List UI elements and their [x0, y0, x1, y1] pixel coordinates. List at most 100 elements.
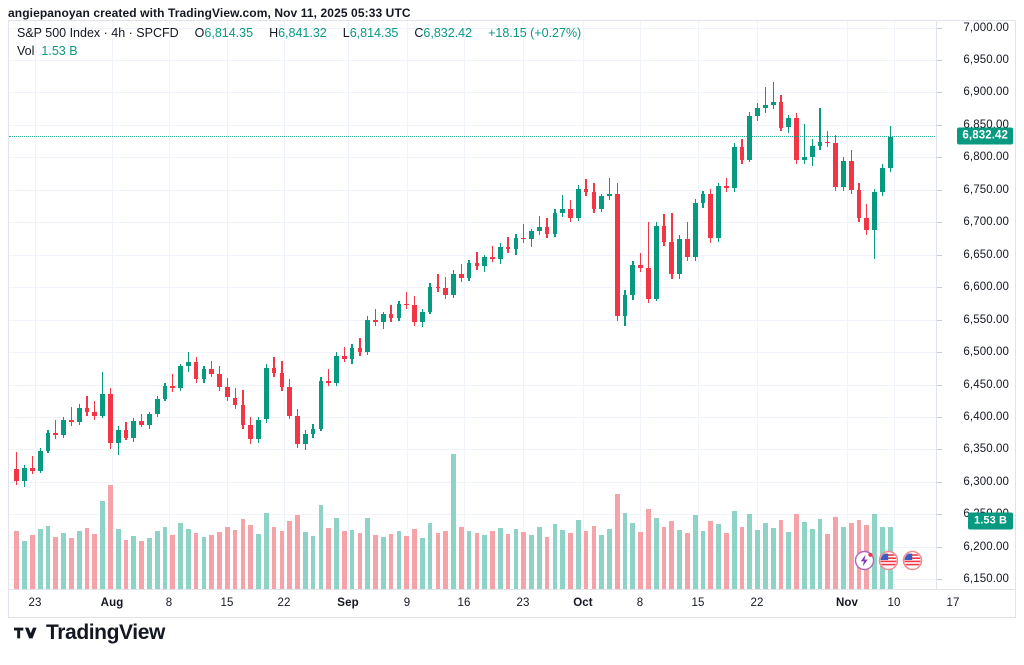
price-axis-tick	[937, 254, 942, 256]
volume-bar	[380, 536, 386, 589]
candle-body	[22, 467, 27, 481]
candle-body	[880, 167, 885, 193]
legend-symbol-title[interactable]: S&P 500 Index · 4h · SPCFD	[17, 26, 179, 40]
tradingview-logo-icon	[14, 625, 38, 641]
volume-bar	[692, 515, 698, 589]
volume-bar	[770, 528, 776, 589]
candle-body	[271, 367, 277, 373]
grid-line-h	[9, 157, 937, 159]
price-axis-tick	[937, 546, 942, 548]
volume-bar	[209, 534, 215, 589]
price-axis-label: 6,650.00	[963, 248, 1009, 261]
candle-body	[536, 227, 542, 232]
candle-body	[739, 146, 745, 160]
candle-wick	[803, 123, 806, 164]
candle-body	[45, 432, 51, 451]
volume-bar	[240, 519, 246, 589]
candle-body	[123, 430, 129, 438]
volume-bar	[193, 532, 199, 589]
price-scale[interactable]: 7,000.00 6,950.00 6,900.00 6,850.00 6,800.00…	[936, 21, 1015, 589]
volume-bar	[825, 533, 831, 589]
time-axis-label: Nov	[835, 597, 859, 609]
volume-bar	[700, 530, 706, 589]
grid-line-v	[284, 21, 285, 589]
volume-bar	[139, 540, 144, 589]
candle-body	[505, 246, 511, 250]
volume-bar	[724, 533, 729, 589]
volume-bar	[147, 537, 152, 589]
candle-body	[185, 362, 191, 367]
candle-wick	[328, 368, 330, 386]
volume-bar	[271, 526, 277, 589]
candle-body	[373, 319, 378, 323]
grid-line-v	[640, 21, 641, 589]
candle-body	[848, 161, 854, 190]
candle-body	[209, 368, 215, 375]
grid-line-v	[227, 21, 228, 589]
time-scale[interactable]: 23 Aug 8 15 22 Sep 9 16 23 Oct 8 15 22 Nov 10 17	[8, 590, 1016, 618]
price-axis-tick	[937, 417, 942, 418]
candle-wick	[585, 179, 587, 197]
candle-body	[178, 366, 183, 389]
legend-volume-label[interactable]: Vol	[17, 44, 35, 58]
chart-plot-area[interactable]	[9, 21, 937, 589]
candle-body	[240, 405, 246, 425]
candle-body	[825, 141, 831, 144]
candle-body	[287, 387, 293, 416]
grid-line-v	[757, 21, 758, 589]
candle-body	[466, 262, 472, 279]
candle-body	[100, 393, 105, 416]
us-flag-icon-1[interactable]	[878, 550, 899, 571]
volume-bar	[92, 533, 98, 589]
candle-body	[778, 101, 784, 128]
volume-bar	[716, 524, 721, 589]
volume-series	[9, 21, 937, 589]
price-axis-label: 6,700.00	[963, 216, 1009, 229]
volume-bar	[739, 527, 745, 589]
candle-body	[583, 188, 589, 193]
candle-body	[232, 397, 238, 406]
legend-high-value: 6,841.32	[278, 26, 327, 40]
candle-body	[763, 105, 768, 108]
volume-bar	[482, 534, 488, 589]
us-flag-icon-2[interactable]	[902, 550, 923, 571]
volume-bar	[37, 528, 43, 589]
volume-bar	[232, 529, 238, 589]
volume-bar	[841, 527, 846, 589]
flash-alert-icon[interactable]	[854, 550, 875, 571]
price-axis-tick	[937, 352, 942, 354]
chart-floating-badges	[854, 550, 923, 571]
price-axis-tick	[937, 59, 942, 61]
volume-bar	[560, 530, 566, 589]
price-axis-label: 6,550.00	[963, 313, 1009, 326]
volume-bar	[497, 528, 503, 589]
grid-line-v	[169, 21, 170, 589]
volume-bar	[630, 523, 636, 589]
volume-bar	[848, 523, 854, 589]
candle-body	[435, 287, 441, 289]
volume-bar	[224, 527, 230, 589]
candle-body	[224, 387, 230, 398]
candle-body	[872, 192, 877, 231]
price-axis-tick	[937, 579, 942, 581]
candle-body	[341, 356, 347, 359]
candle-body	[139, 420, 144, 425]
candle-wick	[647, 222, 650, 303]
candle-wick	[523, 223, 525, 243]
candle-body	[521, 237, 527, 240]
candle-body	[162, 385, 168, 399]
volume-bar	[544, 536, 550, 589]
volume-bar	[22, 541, 27, 589]
volume-bar	[505, 533, 511, 589]
candle-body	[614, 193, 620, 316]
price-axis-tick	[937, 514, 942, 516]
candle-wick	[390, 305, 392, 323]
attribution-text: angiepanoyan created with TradingView.co…	[8, 6, 411, 20]
candle-body	[638, 265, 643, 268]
volume-bar	[404, 535, 410, 589]
volume-bar	[373, 535, 378, 589]
candle-body	[201, 368, 207, 380]
candle-wick	[445, 276, 447, 299]
volume-bar	[201, 537, 207, 589]
